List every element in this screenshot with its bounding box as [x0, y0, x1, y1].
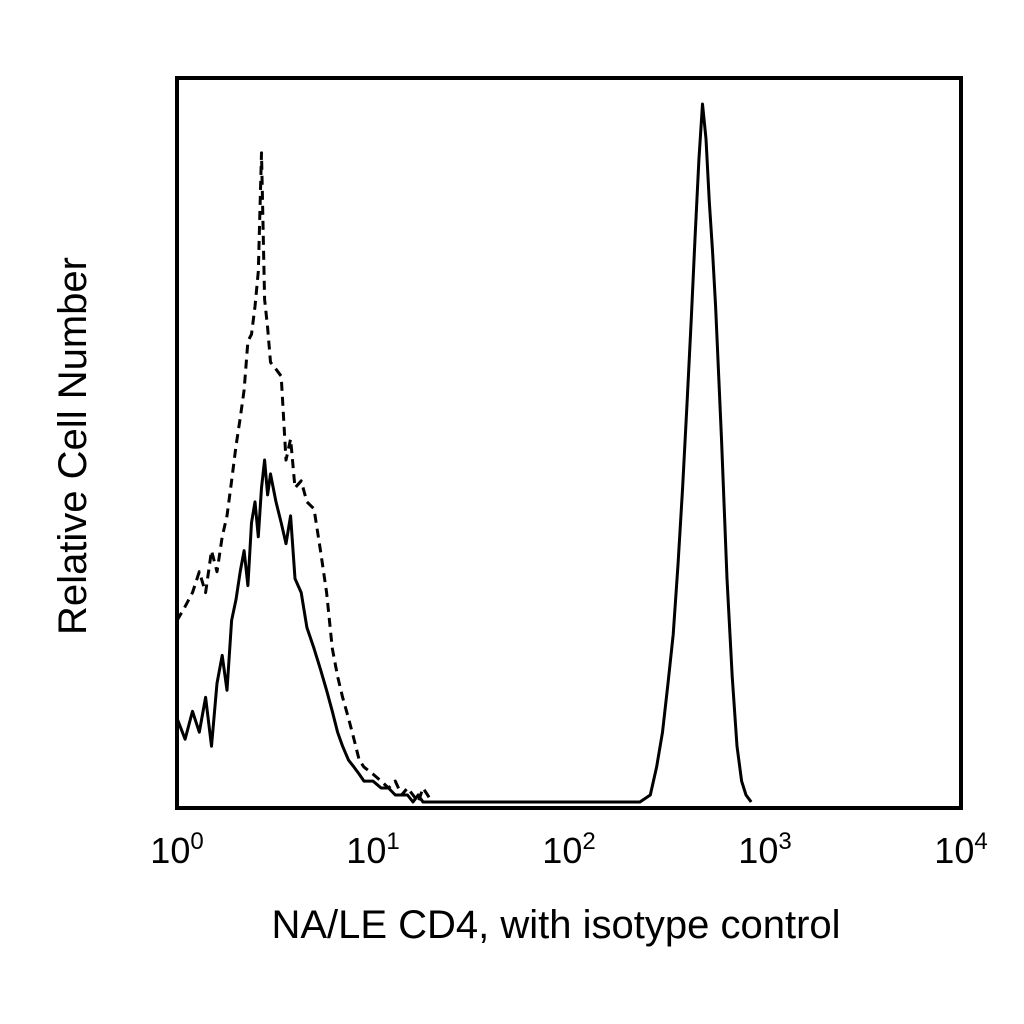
x-tick-label-1: 101	[346, 828, 399, 871]
x-tick-label-4: 104	[934, 828, 987, 871]
x-tick-labels: 100 101 102 103 104	[150, 828, 987, 871]
x-axis-label: NA/LE CD4, with isotype control	[271, 903, 840, 947]
x-tick-label-0: 100	[150, 828, 203, 871]
plot-frame	[175, 76, 963, 810]
x-tick-label-2: 102	[542, 828, 595, 871]
x-tick-label-3: 103	[738, 828, 791, 871]
cd4-stained-series-line	[175, 102, 753, 804]
series-layer	[175, 102, 753, 804]
y-axis-label: Relative Cell Number	[51, 257, 95, 635]
